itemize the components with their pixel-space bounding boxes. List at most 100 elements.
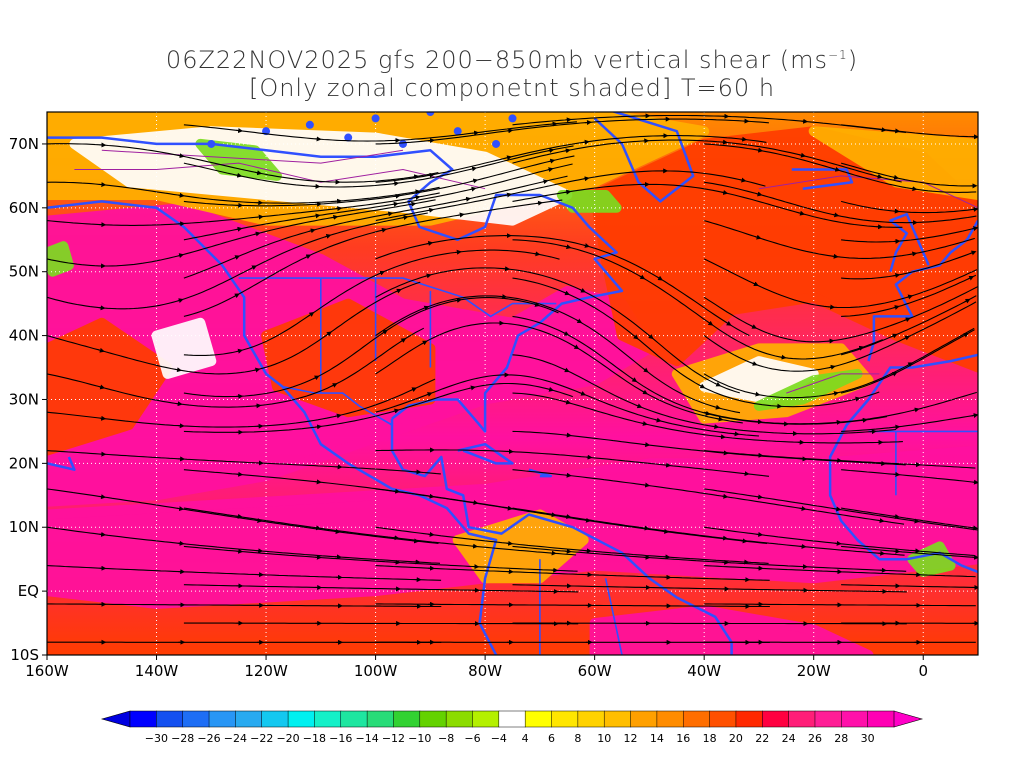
streamline-arrow [903, 335, 911, 341]
streamline-arrow [331, 214, 339, 220]
streamline-arrow [707, 320, 714, 326]
streamline [512, 239, 883, 360]
streamline-arrow [893, 424, 901, 430]
streamline [512, 277, 880, 408]
streamline [512, 183, 903, 228]
streamline-arrow [971, 525, 978, 531]
streamline [183, 163, 573, 241]
streamline-arrow [579, 287, 586, 293]
lon-tick-label: 20W [797, 662, 831, 680]
colorbar-label: −6 [464, 732, 480, 745]
streamline-arrow [828, 364, 836, 370]
streamline-arrow [904, 317, 911, 323]
streamline-arrow [422, 305, 430, 311]
streamline-arrow [721, 493, 729, 499]
streamline-arrow [413, 194, 421, 200]
streamline-arrow [910, 186, 918, 192]
streamline-arrow [304, 254, 312, 260]
streamline-arrow [750, 361, 758, 366]
streamline [47, 565, 442, 581]
latitude-axis: 70N 60N 50N 40N 30N 20N 10N EQ 10S [9, 135, 47, 664]
streamline-arrow [752, 281, 759, 287]
lon-tick-label: 0 [918, 662, 928, 680]
streamline [375, 449, 770, 477]
streamline-arrow [641, 421, 648, 426]
colorbar-label: −22 [250, 732, 273, 745]
streamline [703, 327, 975, 399]
streamline-arrow [236, 348, 243, 354]
streamline [47, 199, 436, 267]
lon-tick-label: 160W [25, 662, 69, 680]
streamline-arrow [906, 362, 914, 367]
streamline-arrow [236, 128, 244, 133]
streamline [840, 162, 976, 187]
streamline [375, 603, 770, 608]
streamline [841, 124, 977, 138]
colorbar-swatch [366, 710, 394, 728]
streamline [183, 382, 573, 433]
streamline-arrow [99, 494, 107, 500]
colorbar-swatch [340, 710, 368, 728]
streamline-arrow [454, 249, 462, 255]
streamline [840, 295, 977, 356]
streamline [703, 301, 977, 372]
streamline [183, 155, 575, 207]
streamline-arrow [971, 226, 978, 232]
streamline-arrow [412, 174, 420, 180]
streamline-arrow [832, 212, 840, 218]
colorbar-label: 20 [729, 732, 743, 745]
streamline-arrow [426, 241, 434, 246]
colorbar-swatch [287, 710, 315, 728]
lat-tick-label: 10S [10, 646, 39, 664]
streamline [375, 170, 766, 222]
title-unit-superscript: −1 [827, 48, 848, 62]
streamline-arrow [253, 367, 261, 373]
streamline-arrow [175, 401, 183, 407]
streamline-arrow [255, 170, 263, 176]
streamline-arrow [505, 192, 512, 198]
streamline [512, 392, 903, 444]
streamline-arrow [721, 190, 729, 195]
streamline-arrow [739, 177, 747, 183]
streamline-arrow [643, 442, 651, 448]
colorbar-swatch [235, 710, 263, 728]
streamline-arrow [421, 340, 428, 346]
colorbar-label: 28 [834, 732, 848, 745]
streamline-arrow [541, 179, 549, 185]
colorbar-label: −14 [355, 732, 378, 745]
streamline-arrow [536, 200, 544, 206]
streamline-arrow [969, 250, 977, 256]
streamline-arrow [506, 128, 514, 134]
streamline [840, 200, 977, 214]
coastlines [47, 112, 978, 655]
plot-title-line-2: [Only zonal componetnt shaded] T=60 h [248, 74, 776, 102]
streamline-arrow [725, 320, 732, 326]
streamline-arrow [641, 389, 648, 395]
streamline [841, 584, 977, 589]
colorbar-swatch [551, 710, 579, 728]
streamline-arrow [335, 206, 343, 212]
streamline [375, 295, 741, 414]
arctic-island [453, 127, 462, 136]
streamline [512, 545, 907, 572]
colorbar-label: −24 [224, 732, 247, 745]
arctic-island [371, 114, 380, 123]
colorbar-label: −28 [171, 732, 194, 745]
colorbar-label: 8 [574, 732, 581, 745]
streamline-arrow [392, 181, 400, 187]
streamline-arrow [712, 424, 720, 430]
streamline [841, 274, 977, 317]
arctic-island [508, 114, 517, 123]
streamline [841, 545, 977, 559]
streamline [47, 378, 436, 428]
plot-title-line-1: 06Z22NOV2025 gfs 200−850mb vertical shea… [0, 46, 1024, 74]
streamline [375, 135, 767, 183]
streamline-arrow [255, 518, 263, 523]
streamline-arrow [755, 191, 763, 197]
lat-lon-grid [47, 112, 978, 655]
streamline-arrow [643, 482, 651, 488]
streamline [841, 227, 977, 243]
streamline-arrow [912, 407, 920, 413]
colorbar-swatch [208, 710, 236, 728]
streamline-arrow [971, 206, 978, 212]
